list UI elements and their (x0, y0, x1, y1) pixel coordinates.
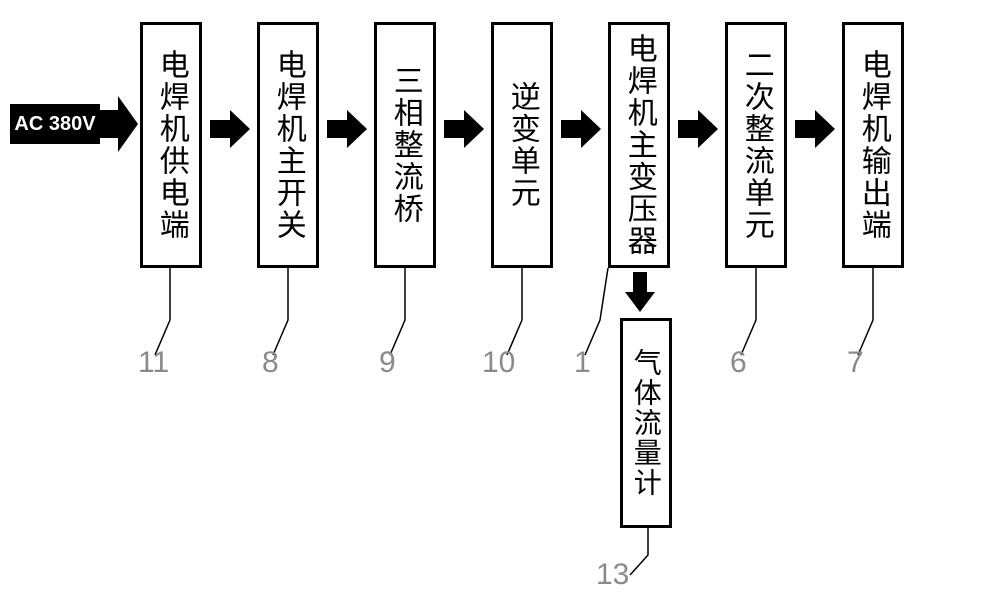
ref-number: 9 (379, 346, 396, 380)
ref-leader-lines (0, 0, 1000, 593)
ref-number: 10 (482, 346, 515, 380)
ref-number: 8 (262, 346, 279, 380)
ref-number: 1 (574, 346, 591, 380)
diagram-canvas: AC 380V 电焊机供电端 电焊机主开关 三相整流桥 逆变单元 电焊机主变压器… (0, 0, 1000, 593)
ref-number: 13 (596, 558, 629, 592)
ref-number: 11 (138, 346, 169, 380)
ref-number: 6 (730, 346, 747, 380)
ref-number: 7 (847, 346, 864, 380)
